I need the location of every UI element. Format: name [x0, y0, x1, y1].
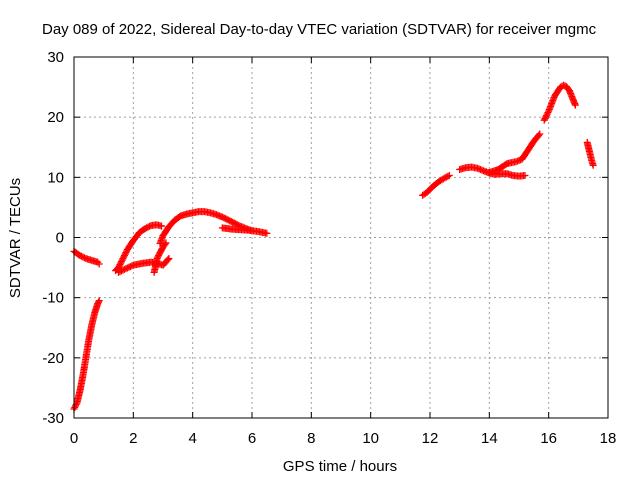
data-point	[535, 131, 543, 139]
y-tick-label: -30	[42, 410, 64, 427]
data-point	[154, 253, 162, 261]
x-tick-label: 4	[188, 430, 196, 447]
data-point	[542, 112, 550, 120]
data-point	[117, 258, 125, 266]
x-tick-label: 2	[129, 430, 137, 447]
x-tick-label: 8	[307, 430, 315, 447]
data-point	[521, 172, 529, 180]
data-point	[94, 298, 102, 306]
x-tick-label: 6	[248, 430, 256, 447]
satellite-track-11	[540, 81, 579, 124]
data-point	[445, 172, 453, 180]
x-tick-label: 0	[70, 430, 78, 447]
y-tick-label: 10	[47, 169, 64, 186]
data-point	[153, 255, 161, 263]
data-point	[95, 297, 103, 305]
y-axis-label: SDTVAR / TECUs	[7, 178, 24, 298]
x-tick-label: 16	[540, 430, 557, 447]
data-point	[162, 239, 170, 247]
data-point	[120, 253, 128, 261]
x-axis-label: GPS time / hours	[283, 458, 397, 475]
y-tick-label: 30	[47, 49, 64, 66]
data-point	[161, 240, 169, 248]
data-point	[155, 252, 163, 260]
data-point	[165, 255, 173, 263]
data-point	[158, 222, 166, 230]
y-tick-label: -20	[42, 350, 64, 367]
data-point	[115, 262, 123, 270]
data-point	[94, 300, 102, 308]
data-point	[121, 250, 129, 258]
x-tick-label: 10	[362, 430, 379, 447]
data-point	[544, 109, 552, 117]
data-point	[95, 260, 103, 268]
data-point	[444, 172, 452, 180]
data-point	[571, 101, 579, 109]
data-point	[543, 110, 551, 118]
data-point	[589, 161, 597, 169]
data-point	[117, 259, 125, 267]
satellite-track-6	[156, 208, 256, 248]
x-tick-label: 12	[422, 430, 439, 447]
data-point	[263, 229, 271, 237]
data-point	[71, 402, 79, 410]
x-tick-label: 18	[600, 430, 617, 447]
y-tick-label: 0	[56, 230, 64, 247]
x-axis-ticks: 0 2 4 6 8 10 12 14 16 18	[70, 57, 617, 447]
y-tick-label: 20	[47, 109, 64, 126]
data-point	[542, 113, 550, 121]
grid-lines	[74, 57, 608, 418]
satellite-track-5	[150, 239, 170, 276]
data-point	[118, 256, 126, 264]
data-point	[116, 261, 124, 269]
data-point	[71, 403, 79, 411]
satellite-track-2	[70, 297, 103, 413]
data-point	[122, 249, 130, 257]
data-point	[536, 130, 544, 138]
satellite-track-3	[112, 221, 166, 275]
data-point	[541, 115, 549, 123]
satellite-track-12	[583, 138, 597, 169]
data-points	[70, 81, 597, 413]
y-tick-label: -10	[42, 290, 64, 307]
data-point	[120, 252, 128, 260]
data-point	[119, 255, 127, 263]
data-point	[164, 256, 172, 264]
satellite-track-8	[419, 172, 453, 199]
x-tick-label: 14	[481, 430, 498, 447]
data-point	[540, 116, 548, 124]
satellite-track-10	[485, 130, 544, 177]
satellite-track-7	[218, 224, 271, 237]
y-axis-ticks: -30 -20 -10 0 10 20 30	[42, 49, 608, 427]
chart-title: Day 089 of 2022, Sidereal Day-to-day VTE…	[42, 21, 597, 38]
satellite-track-1	[70, 247, 103, 268]
